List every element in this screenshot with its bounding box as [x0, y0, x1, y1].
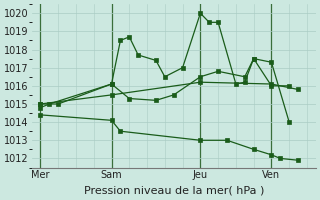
X-axis label: Pression niveau de la mer( hPa ): Pression niveau de la mer( hPa ) [84, 186, 264, 196]
